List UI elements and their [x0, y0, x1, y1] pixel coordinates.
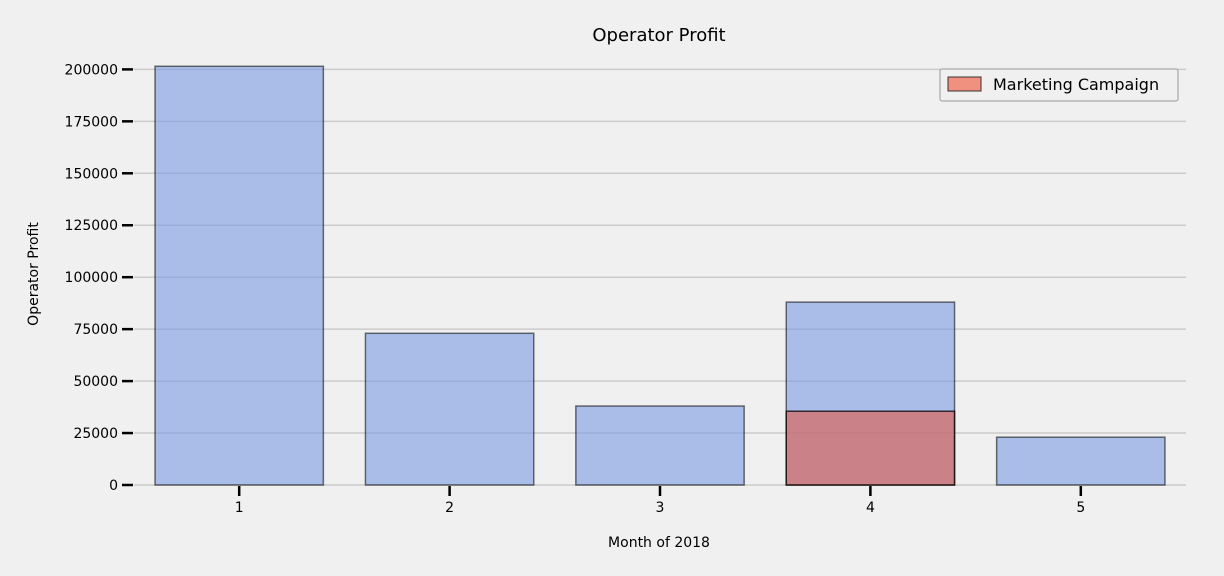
x-tick-label: 4 [866, 500, 875, 516]
legend[interactable]: Marketing Campaign [939, 68, 1179, 102]
legend-swatch-marketing-campaign [947, 76, 982, 92]
x-tick-label: 3 [656, 500, 665, 516]
x-axis-label: Month of 2018 [608, 535, 710, 551]
bar-operator-profit[interactable] [995, 436, 1166, 486]
y-axis: 0 25000 50000 75000 100000 125000 150000 175000… [65, 62, 133, 494]
y-tick-label: 200000 [65, 62, 118, 78]
bar-operator-profit[interactable] [575, 405, 745, 486]
y-tick-label: 125000 [65, 218, 118, 234]
x-tick-label: 2 [445, 500, 454, 516]
bar-marketing-campaign[interactable] [785, 410, 956, 486]
bar-operator-profit[interactable] [154, 65, 325, 486]
y-tick-label: 150000 [65, 166, 118, 182]
y-axis-label: Operator Profit [26, 222, 42, 326]
x-tick-label: 1 [235, 500, 244, 516]
y-tick-label: 75000 [73, 322, 118, 338]
y-tick-label: 50000 [73, 374, 118, 390]
x-tick-label: 5 [1076, 500, 1085, 516]
legend-box [939, 68, 1179, 102]
x-axis: 1 2 3 4 5 [235, 486, 1085, 516]
y-tick-label: 175000 [65, 114, 118, 130]
y-tick-label: 0 [109, 478, 118, 494]
y-tick-label: 100000 [65, 270, 118, 286]
legend-label-marketing-campaign: Marketing Campaign [993, 75, 1159, 94]
y-tick-label: 25000 [73, 426, 118, 442]
chart-title: Operator Profit [592, 25, 725, 46]
bars [154, 65, 1166, 486]
bar-operator-profit[interactable] [364, 332, 535, 486]
